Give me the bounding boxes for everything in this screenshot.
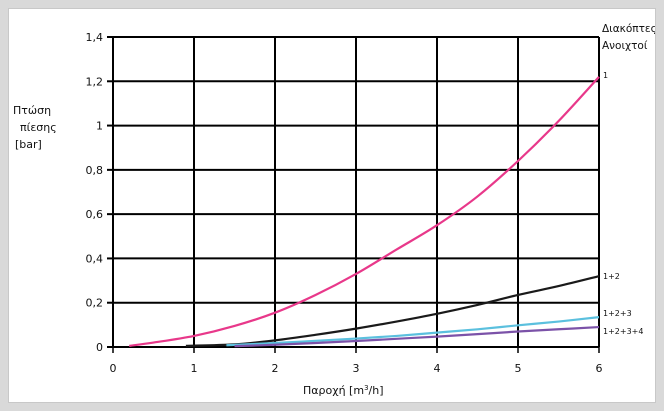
x-axis-label: Παροχή [m3/h] (303, 384, 384, 397)
tick-labels: 0 0,2 0,4 0,6 0,8 1 1,2 1,4 0 1 2 3 4 5 6 (86, 31, 603, 375)
legend-title-line-2: Ανοιχτοί (602, 40, 648, 52)
series-lines (129, 76, 600, 348)
x-tick-label: 1 (191, 362, 198, 375)
y-tick-label: 1,4 (86, 31, 104, 44)
y-tick-label: 0,6 (86, 208, 104, 221)
y-tick-label: 0,2 (86, 297, 104, 310)
y-tick-label: 1 (96, 120, 103, 133)
series-label-2: 1+2 (603, 272, 620, 281)
legend-title-line-1: Διακόπτες (602, 23, 655, 35)
x-tick-label: 6 (596, 362, 603, 375)
chart-frame: 1 1+2 1+2+3 1+2+3+4 0 0,2 0,4 0,6 0,8 1 1,2 1,4 0 1 2… (8, 8, 656, 403)
x-tick-label: 3 (353, 362, 360, 375)
y-tick-label: 1,2 (86, 75, 104, 88)
x-tick-label: 0 (110, 362, 117, 375)
y-axis-label-line-3: [bar] (15, 138, 42, 151)
y-axis-label-line-1: Πτώση (13, 104, 51, 117)
axes (107, 36, 600, 353)
series-labels: 1 1+2 1+2+3 1+2+3+4 (603, 71, 643, 336)
series-label-1: 1 (603, 71, 608, 80)
x-tick-label: 4 (434, 362, 441, 375)
grid (112, 36, 600, 348)
y-axis-label-line-2: πίεσης (20, 121, 57, 134)
pressure-drop-chart: 1 1+2 1+2+3 1+2+3+4 0 0,2 0,4 0,6 0,8 1 1,2 1,4 0 1 2… (13, 23, 655, 397)
series-line-2 (185, 275, 600, 347)
series-label-3: 1+2+3 (603, 309, 632, 318)
y-tick-label: 0,4 (86, 252, 104, 265)
y-tick-label: 0 (96, 341, 103, 354)
series-label-4: 1+2+3+4 (603, 327, 643, 336)
x-tick-label: 5 (515, 362, 522, 375)
y-tick-label: 0,8 (86, 164, 104, 177)
x-tick-label: 2 (272, 362, 279, 375)
series-line-1 (129, 76, 600, 347)
series-line-3 (226, 316, 600, 347)
series-line-4 (234, 325, 600, 348)
